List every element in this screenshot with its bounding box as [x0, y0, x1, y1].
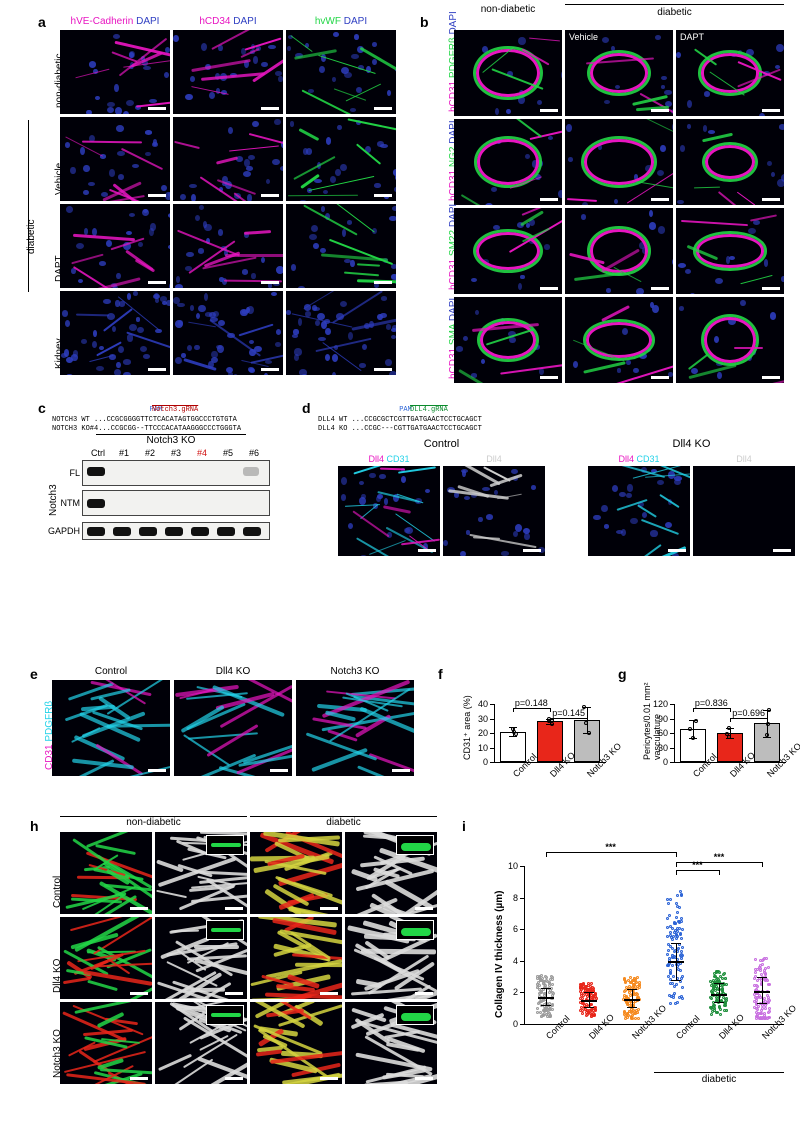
panel-b-tile — [565, 30, 673, 116]
panel-a-tile — [286, 117, 396, 201]
panel-h-tile — [60, 917, 152, 999]
panel-f-label: f — [438, 666, 443, 682]
panel-b-tile — [676, 30, 784, 116]
panel-g-chart: 0306090120Pericytes/0.01 mm²vasculatureC… — [640, 680, 790, 810]
panel-a-tile — [286, 30, 396, 114]
panel-b-tile — [454, 208, 562, 294]
panel-a-tile — [60, 291, 170, 375]
panel-a-tile — [286, 291, 396, 375]
panel-h-tile — [250, 917, 342, 999]
panel-e-group: Dll4 KO — [174, 666, 292, 677]
panel-d-chan: Dll4 CD31 — [338, 454, 440, 464]
panel-a-tile — [286, 204, 396, 288]
panel-h-tile — [345, 917, 437, 999]
panel-b-tile — [454, 119, 562, 205]
panel-g-label: g — [618, 666, 627, 682]
panel-b-tile — [454, 297, 562, 383]
panel-e-tile — [296, 680, 414, 776]
panel-b-supercol: non-diabetic — [454, 4, 562, 15]
panel-d-tile — [693, 466, 795, 556]
panel-a-tile — [60, 30, 170, 114]
panel-i-label: i — [462, 818, 466, 834]
panel-h-tile — [155, 917, 247, 999]
panel-c-lane: #4 — [190, 448, 214, 458]
panel-c-seq: NOTCH3 KO#4...CCGCGG--TTCCCACATAAGGGCCCT… — [52, 425, 241, 433]
panel-d-label: d — [302, 400, 311, 416]
panel-b-tile — [676, 297, 784, 383]
panel-h-tile — [60, 832, 152, 914]
panel-c-lane: Ctrl — [86, 448, 110, 458]
panel-a-tile — [173, 291, 283, 375]
panel-e-group: Control — [52, 666, 170, 677]
panel-c-blot-title: Notch3 KO — [96, 434, 246, 446]
panel-h-supercol: diabetic — [250, 816, 437, 828]
panel-d-group: Control — [338, 438, 545, 450]
panel-b-tile — [565, 119, 673, 205]
panel-d-chan: Dll4 — [443, 454, 545, 464]
panel-b-tile — [565, 208, 673, 294]
panel-a-tile — [173, 204, 283, 288]
panel-h-tile — [250, 832, 342, 914]
panel-d-tile — [588, 466, 690, 556]
panel-b-tile — [565, 297, 673, 383]
panel-a-tile — [173, 30, 283, 114]
charti-group2: diabetic — [654, 1074, 784, 1085]
panel-b-subcol: DAPT — [680, 32, 704, 42]
panel-c-seq: NOTCH3 WT ...CCGCGGGGTTCTCACATAGTGGCCCTG… — [52, 416, 237, 424]
panel-a-colhdr: hvWF DAPI — [286, 16, 396, 27]
panel-c-blot-row — [82, 522, 270, 540]
chartf-ylabel: CD31⁺ area (%) — [462, 695, 473, 760]
panel-a-brace-label: diabetic — [26, 220, 37, 254]
panel-e-label: e — [30, 666, 38, 682]
panel-a-colhdr: hVE-Cadherin DAPI — [60, 16, 170, 27]
panel-d-group: Dll4 KO — [588, 438, 795, 450]
panel-a-tile — [60, 204, 170, 288]
charti-xlabel: Control — [674, 1013, 702, 1041]
panel-c-lane: #5 — [216, 448, 240, 458]
charti-xlabel: Dll4 KO — [717, 1012, 746, 1041]
panel-h-tile — [345, 1002, 437, 1084]
charti-ylabel: Collagen IV thickness (µm) — [494, 891, 505, 1018]
panel-i-chart: 0246810Collagen IV thickness (µm)Control… — [490, 836, 790, 1086]
panel-b-subcol: Vehicle — [569, 32, 598, 42]
panel-a-label: a — [38, 14, 46, 30]
panel-a-tile — [60, 117, 170, 201]
panel-b-tile — [454, 30, 562, 116]
panel-c-lane: #2 — [138, 448, 162, 458]
panel-d-chan: Dll4 — [693, 454, 795, 464]
panel-h-tile — [155, 1002, 247, 1084]
panel-e-group: Notch3 KO — [296, 666, 414, 677]
panel-c-lane: #1 — [112, 448, 136, 458]
panel-d-tile — [443, 466, 545, 556]
panel-d-seq: DLL4 KO ...CCGC---CGTTGATGAACTCCTGCAGCT — [318, 425, 482, 433]
panel-a-brace — [28, 120, 29, 292]
panel-d-tile — [338, 466, 440, 556]
panel-c-blot-row — [82, 490, 270, 516]
panel-a-colhdr: hCD34 DAPI — [173, 16, 283, 27]
panel-e-tile — [174, 680, 292, 776]
panel-a-tile — [173, 117, 283, 201]
chartg-ylabel: Pericytes/0.01 mm²vasculature — [642, 682, 662, 760]
panel-c-label: c — [38, 400, 46, 416]
panel-b-tile — [676, 119, 784, 205]
panel-d-chan: Dll4 CD31 — [588, 454, 690, 464]
panel-d-seq: DLL4 WT ...CCGCGCTCGTTGATGAACTCCTGCAGCT — [318, 416, 482, 424]
panel-h-label: h — [30, 818, 39, 834]
panel-h-supercol: non-diabetic — [60, 816, 247, 828]
panel-b-label: b — [420, 14, 429, 30]
panel-c-blot-row — [82, 460, 270, 486]
panel-b-supercol: diabetic — [565, 4, 784, 18]
panel-c-lane: #6 — [242, 448, 266, 458]
panel-h-tile — [155, 832, 247, 914]
panel-b-tile — [676, 208, 784, 294]
panel-f-chart: 010203040CD31⁺ area (%)ControlDll4 KONot… — [460, 680, 610, 810]
chartf-bar — [537, 721, 563, 762]
panel-h-tile — [345, 832, 437, 914]
panel-c-lane: #3 — [164, 448, 188, 458]
panel-e-tile — [52, 680, 170, 776]
panel-h-tile — [250, 1002, 342, 1084]
panel-h-tile — [60, 1002, 152, 1084]
